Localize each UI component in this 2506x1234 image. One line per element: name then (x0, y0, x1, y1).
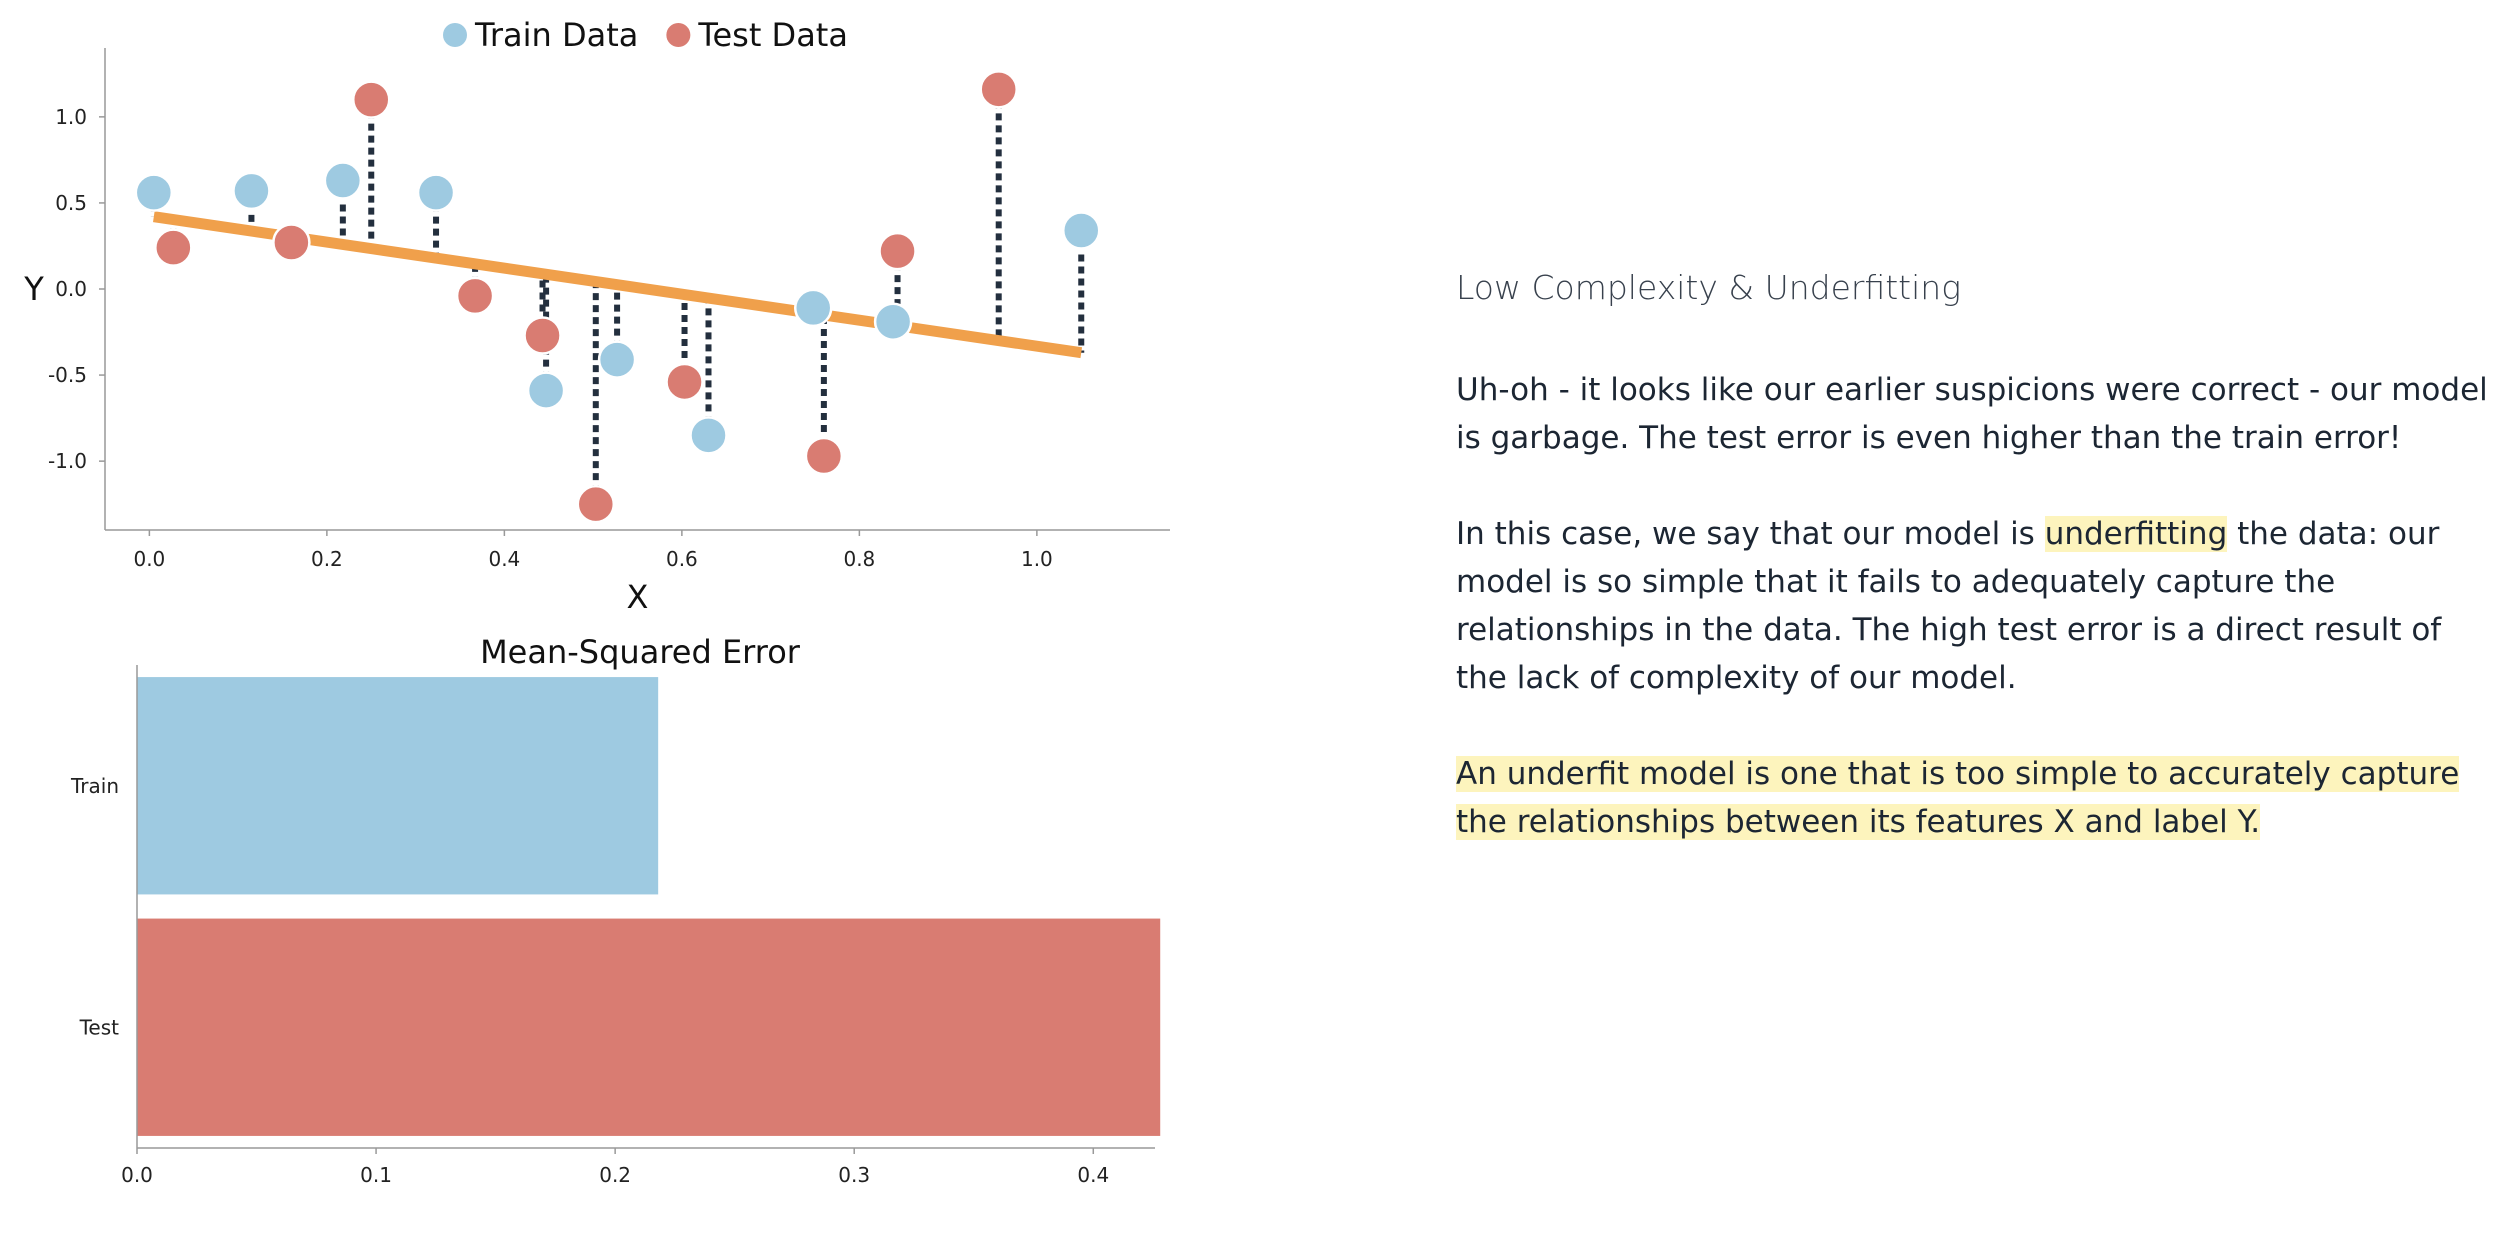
x-tick-label: 0.4 (488, 547, 520, 571)
x-tick-label: 0.2 (311, 547, 343, 571)
train-point (526, 371, 566, 410)
section-title: Low Complexity & Underfitting (1456, 268, 1962, 307)
test-point (523, 316, 562, 355)
bar-x-tick-label: 0.1 (360, 1163, 392, 1187)
train-point (134, 173, 174, 212)
y-tick-label: 1.0 (55, 105, 87, 129)
train-point (873, 302, 913, 341)
bar-title-layer: Mean-Squared Error (480, 633, 801, 671)
paragraph-1: Uh-oh - it looks like our earlier suspic… (1456, 371, 2488, 456)
x-axis-title: X (627, 578, 649, 616)
bar-chart-title: Mean-Squared Error (480, 633, 801, 671)
test-point (576, 484, 616, 524)
train-point (416, 173, 456, 212)
bar-axes: Train Test 0.0 0.1 0.2 0.3 0.4 (70, 665, 1155, 1187)
scatter-axes: 1.0 0.5 0.0 -0.5 -1.0 0.0 0.2 0.4 0.6 0.8 1.0 X Y (23, 48, 1170, 616)
test-point (352, 80, 391, 119)
bar-test (137, 918, 1161, 1136)
bar-category-label: Test (79, 1015, 120, 1039)
bar-x-tick-label: 0.2 (599, 1163, 631, 1187)
bar-category-label: Train (70, 774, 119, 798)
paragraph-2: In this case, we say that our model is u… (1456, 510, 2496, 702)
test-point (878, 231, 917, 271)
legend-label: Test Data (697, 16, 848, 54)
x-tick-label: 0.8 (843, 547, 875, 571)
paragraph-2-end: the data: our model is so simple that it… (1456, 515, 2442, 696)
bar-x-tick-label: 0.0 (121, 1163, 153, 1187)
underfitting-highlight: underfitting (2044, 515, 2228, 552)
scatter-chart: Train Data Test Data 1.0 0.5 0.0 -0.5 -1.0 0.0… (23, 16, 1170, 616)
test-point (665, 362, 704, 402)
paragraph-3: An underfit model is one that is too sim… (1456, 750, 2496, 846)
charts-area: Train Data Test Data 1.0 0.5 0.0 -0.5 -1.0 0.0… (23, 16, 1170, 1187)
bar-train (137, 677, 659, 895)
test-point (455, 276, 495, 316)
bar-x-tick-label: 0.4 (1077, 1163, 1109, 1187)
mse-bar-chart: Mean-Squared Error Train Test 0.0 0.1 0.2 0.3… (70, 633, 1161, 1187)
definition-highlight: An underfit model is one that is too sim… (1456, 755, 2460, 840)
test-point (979, 70, 1018, 109)
scatter-points (134, 70, 1101, 524)
y-tick-label: 0.5 (55, 191, 87, 215)
test-point (804, 436, 844, 476)
x-tick-label: 0.0 (133, 547, 165, 571)
x-tick-label: 1.0 (1021, 547, 1053, 571)
test-point (272, 223, 311, 262)
train-point (793, 288, 833, 328)
train-point (689, 416, 728, 455)
article: Low Complexity & Underfitting Uh-oh - it… (1456, 268, 2496, 894)
paragraph-2-start: In this case, we say that our model is (1456, 515, 2045, 552)
legend-label: Train Data (474, 16, 638, 54)
y-axis-title: Y (23, 270, 44, 308)
bar-marks (137, 677, 1161, 1136)
train-point (323, 161, 363, 200)
y-tick-label: -0.5 (48, 363, 87, 387)
residual-lines (150, 89, 1085, 505)
legend-marker (666, 23, 691, 47)
train-point (1062, 211, 1101, 250)
x-tick-label: 0.6 (666, 547, 698, 571)
train-point (232, 171, 271, 211)
legend-marker (443, 23, 467, 47)
legend: Train Data Test Data (443, 16, 848, 54)
bar-x-tick-label: 0.3 (838, 1163, 870, 1187)
y-tick-label: 0.0 (55, 277, 87, 301)
test-point (154, 228, 193, 267)
y-tick-label: -1.0 (48, 449, 87, 473)
train-point (597, 340, 637, 379)
